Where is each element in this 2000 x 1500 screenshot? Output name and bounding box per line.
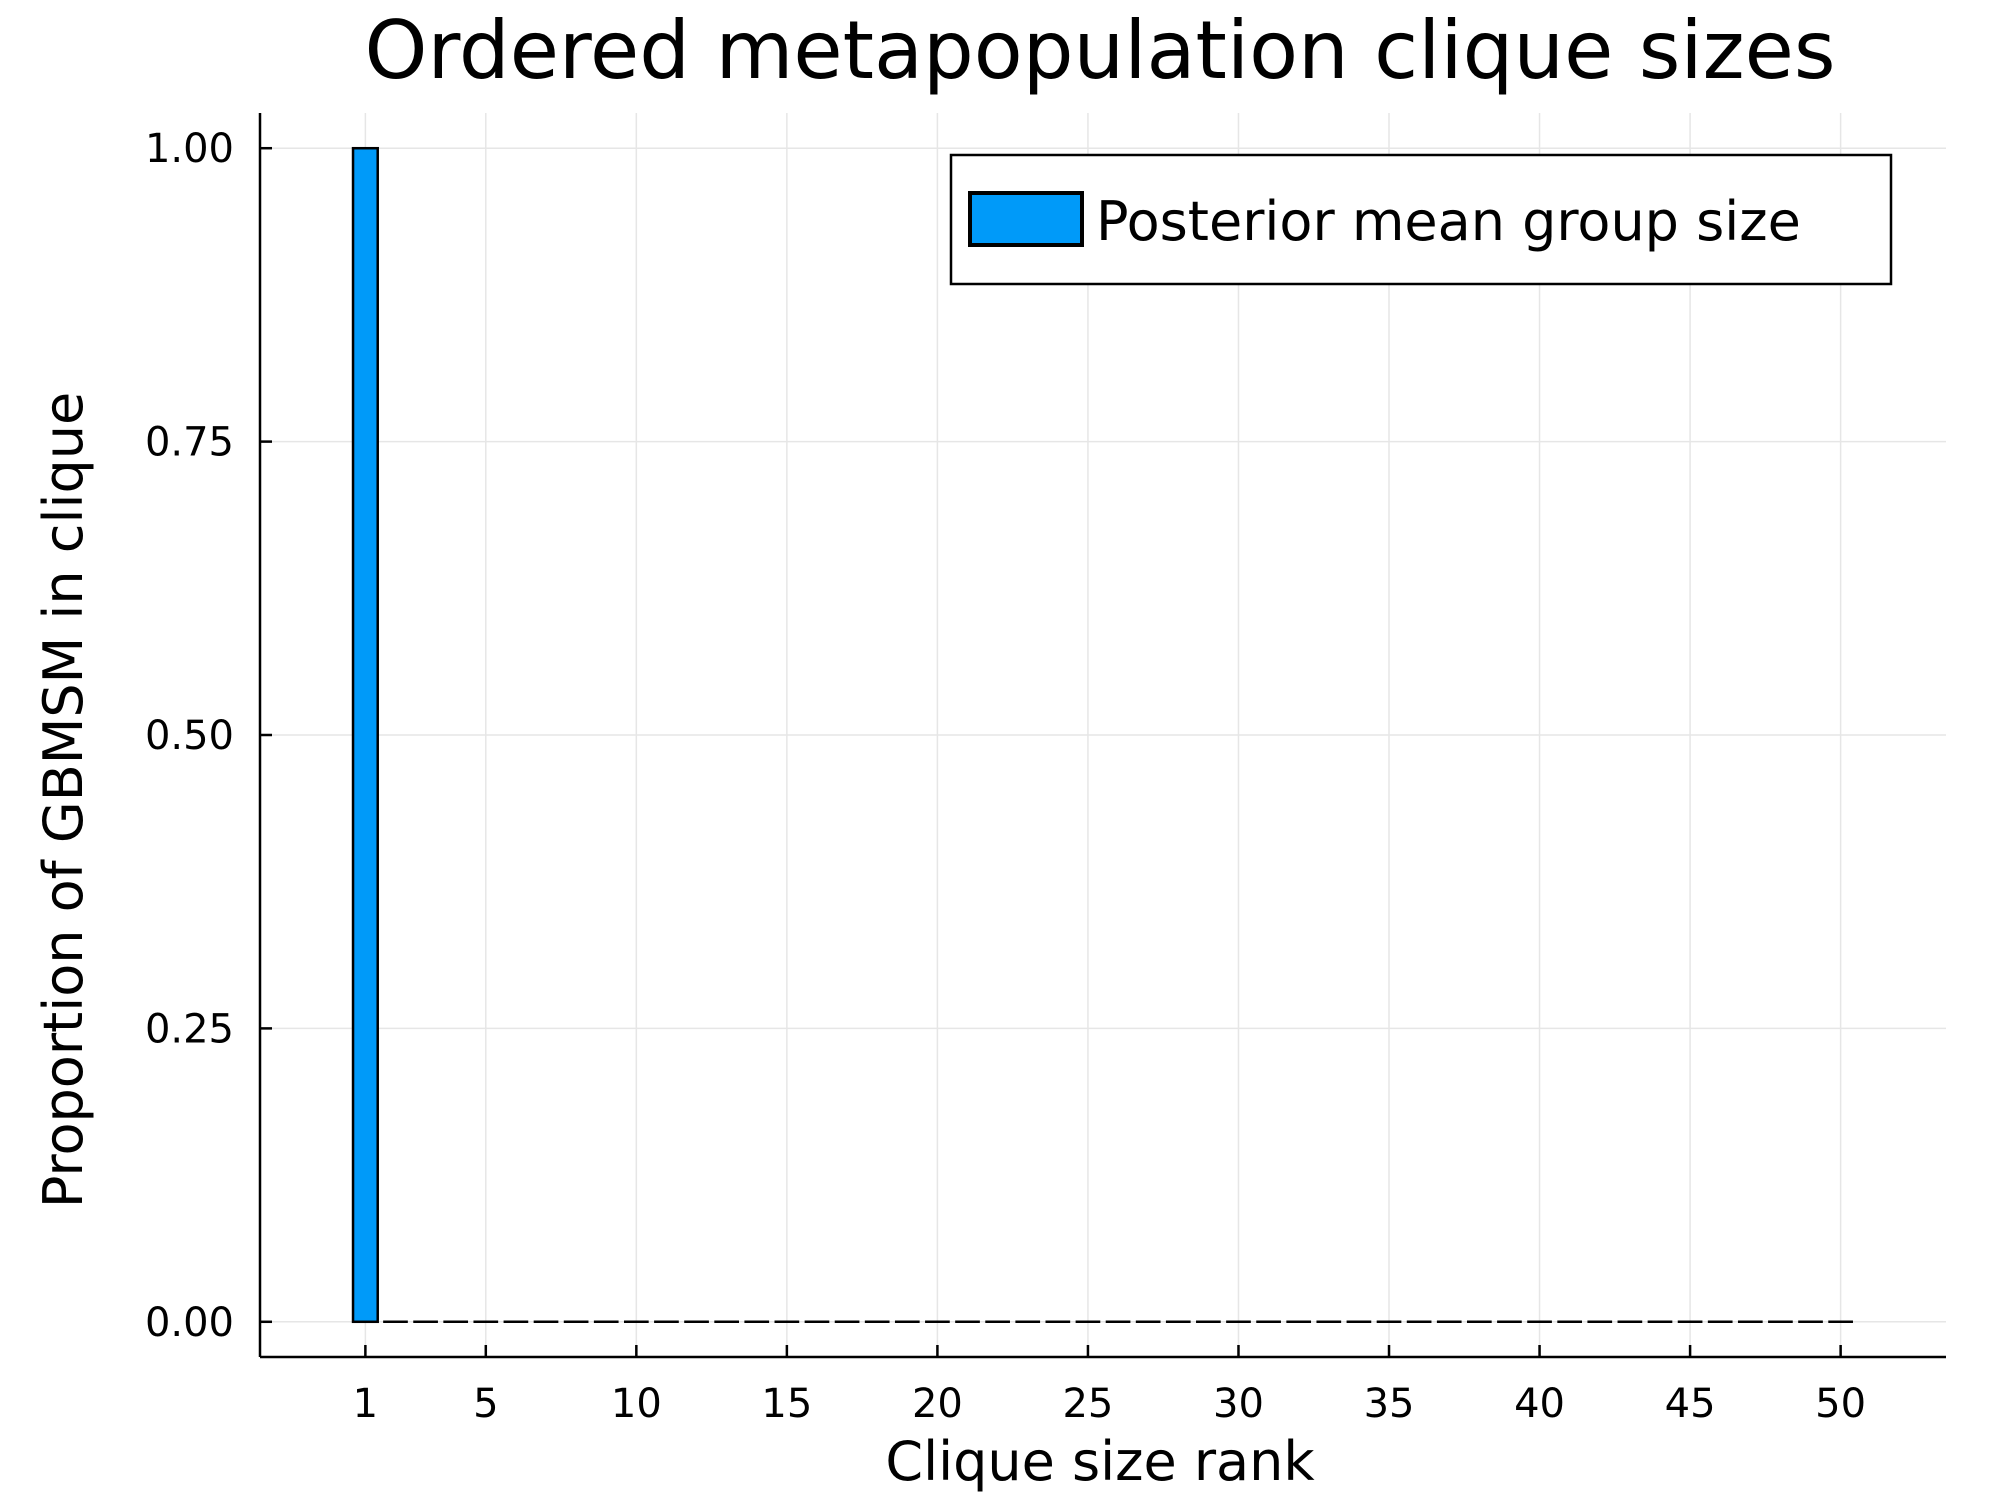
x-tick-label: 35 <box>1364 1381 1415 1427</box>
x-tick-label: 20 <box>912 1381 963 1427</box>
x-ticks: 1 5 10 15 20 25 30 35 40 45 50 <box>353 1345 1866 1427</box>
x-tick-label: 40 <box>1514 1381 1565 1427</box>
y-tick-label: 0.75 <box>145 420 234 466</box>
x-axis-title: Clique size rank <box>885 1430 1315 1493</box>
y-tick-label: 0.25 <box>145 1006 234 1052</box>
x-tick-label: 30 <box>1213 1381 1264 1427</box>
x-tick-label: 50 <box>1815 1381 1866 1427</box>
bar <box>351 146 379 1324</box>
bars <box>351 146 1853 1324</box>
x-tick-label: 1 <box>353 1381 378 1427</box>
legend: Posterior mean group size <box>949 153 1893 286</box>
legend-box <box>949 153 1893 286</box>
y-axis-title: Proportion of GBMSM in clique <box>32 392 95 1208</box>
y-tick-label: 0.00 <box>145 1300 234 1346</box>
x-tick-label: 5 <box>473 1381 498 1427</box>
x-tick-label: 15 <box>761 1381 812 1427</box>
x-tick-label: 10 <box>611 1381 662 1427</box>
legend-swatch <box>968 191 1084 247</box>
y-tick-label: 1.00 <box>145 126 234 172</box>
chart-title: Ordered metapopulation clique sizes <box>364 4 1835 97</box>
y-tick-label: 0.50 <box>145 713 234 759</box>
x-tick-label: 25 <box>1062 1381 1113 1427</box>
grid <box>260 113 1946 1357</box>
x-tick-label: 45 <box>1665 1381 1716 1427</box>
legend-label: Posterior mean group size <box>1096 190 1801 253</box>
y-ticks: 0.00 0.25 0.50 0.75 1.00 <box>145 126 272 1346</box>
